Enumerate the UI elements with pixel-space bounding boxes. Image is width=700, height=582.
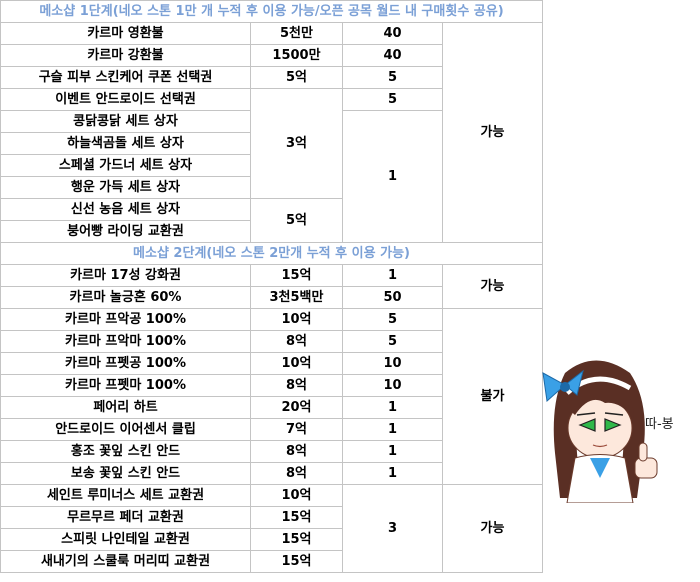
table-row: 이벤트 안드로이드 선택권 3억 5 bbox=[0, 88, 700, 199]
trade-cell: 가능 bbox=[441, 22, 544, 243]
table-row: 홍조 꽃잎 스킨 안드 8억 1 bbox=[0, 440, 700, 463]
table-row: 카르마 프악마 100% 8억 5 bbox=[0, 330, 700, 353]
item-name: 구슬 피부 스킨케어 쿠폰 선택권 bbox=[0, 66, 251, 89]
item-limit: 1 bbox=[342, 264, 443, 287]
item-price: 15억 bbox=[250, 506, 343, 529]
table-row: 세인트 루미너스 세트 교환권 10억 3 가능 bbox=[0, 484, 700, 573]
item-price: 7억 bbox=[250, 418, 343, 441]
item-price: 8억 bbox=[250, 330, 343, 353]
section2-header-row: 메소샵 2단계(네오 스톤 2만개 누적 후 이용 가능) bbox=[0, 242, 700, 265]
item-name: 하늘색곰돌 세트 상자 bbox=[0, 132, 251, 155]
item-limit: 40 bbox=[342, 22, 443, 45]
item-name: 스피릿 나인테일 교환권 bbox=[0, 528, 251, 551]
table-row: 카르마 강환불 1500만 40 bbox=[0, 44, 700, 67]
item-price: 1500만 bbox=[250, 44, 343, 67]
item-limit: 10 bbox=[342, 352, 443, 375]
item-price: 15억 bbox=[250, 264, 343, 287]
item-limit-merged: 3 bbox=[342, 484, 443, 573]
item-name: 카르마 영환불 bbox=[0, 22, 251, 45]
item-limit: 1 bbox=[342, 418, 443, 441]
item-name: 행운 가득 세트 상자 bbox=[0, 176, 251, 199]
item-limit: 40 bbox=[342, 44, 443, 67]
item-name: 세인트 루미너스 세트 교환권 bbox=[0, 484, 251, 507]
item-name: 카르마 17성 강화권 bbox=[0, 264, 251, 287]
item-name: 스페셜 가드너 세트 상자 bbox=[0, 154, 251, 177]
item-price: 15억 bbox=[250, 528, 343, 551]
item-name: 카르마 프악공 100% bbox=[0, 308, 251, 331]
table-row: 카르마 17성 강화권 15억 1 가능 bbox=[0, 264, 700, 309]
table-row: 신선 농음 세트 상자 5억 bbox=[0, 198, 700, 243]
item-limit: 1 bbox=[342, 440, 443, 463]
table-row: 콩닭콩닭 세트 상자 1 bbox=[0, 110, 700, 243]
item-price: 10억 bbox=[250, 352, 343, 375]
table-row: 새내기의 스쿨룩 머리띠 교환권 15억 bbox=[0, 550, 700, 573]
item-name: 새내기의 스쿨룩 머리띠 교환권 bbox=[0, 550, 251, 573]
mascot-illustration: 따-봉 bbox=[542, 360, 674, 503]
item-name: 카르마 프악마 100% bbox=[0, 330, 251, 353]
item-price: 8억 bbox=[250, 462, 343, 485]
item-name: 카르마 강환불 bbox=[0, 44, 251, 67]
item-limit: 10 bbox=[342, 374, 443, 397]
item-name: 신선 농음 세트 상자 bbox=[0, 198, 251, 221]
table-row: 스피릿 나인테일 교환권 15억 bbox=[0, 528, 700, 551]
item-name: 홍조 꽃잎 스킨 안드 bbox=[0, 440, 251, 463]
item-name: 카르마 프펫공 100% bbox=[0, 352, 251, 375]
item-price-merged: 5억 bbox=[250, 198, 343, 243]
table-row: 카르마 놀긍혼 60% 3천5백만 50 bbox=[0, 286, 700, 309]
table-row: 무르무르 페더 교환권 15억 bbox=[0, 506, 700, 529]
item-name: 붕어빵 라이딩 교환권 bbox=[0, 220, 251, 243]
item-price: 8억 bbox=[250, 440, 343, 463]
table-row: 붕어빵 라이딩 교환권 bbox=[0, 220, 700, 243]
trade-cell: 불가 bbox=[441, 308, 544, 485]
table-row: 카르마 프펫공 100% 10억 10 bbox=[0, 352, 700, 375]
table-row: 구슬 피부 스킨케어 쿠폰 선택권 5억 5 bbox=[0, 66, 700, 89]
item-price: 10억 bbox=[250, 308, 343, 331]
mascot-speech: 따-봉 bbox=[645, 417, 674, 432]
item-limit-merged: 1 bbox=[342, 110, 443, 243]
item-name: 카르마 놀긍혼 60% bbox=[0, 286, 251, 309]
table-row: 안드로이드 이어센서 클립 7억 1 bbox=[0, 418, 700, 441]
item-name: 콩닭콩닭 세트 상자 bbox=[0, 110, 251, 133]
trade-cell: 가능 bbox=[441, 484, 544, 573]
table-row: 카르마 영환불 5천만 40 가능 bbox=[0, 22, 700, 243]
section1-title: 메소샵 1단계(네오 스톤 1만 개 누적 후 이용 가능/오픈 공목 월드 내… bbox=[39, 4, 504, 19]
item-price-merged: 3억 bbox=[250, 88, 343, 199]
trade-cell: 가능 bbox=[441, 264, 544, 309]
item-price: 5천만 bbox=[250, 22, 343, 45]
item-name: 이벤트 안드로이드 선택권 bbox=[0, 88, 251, 111]
section1-header-row: 메소샵 1단계(네오 스톤 1만 개 누적 후 이용 가능/오픈 공목 월드 내… bbox=[0, 0, 700, 23]
section2-title: 메소샵 2단계(네오 스톤 2만개 누적 후 이용 가능) bbox=[133, 246, 410, 261]
item-limit: 50 bbox=[342, 286, 443, 309]
item-limit: 5 bbox=[342, 88, 443, 111]
item-name: 페어리 하트 bbox=[0, 396, 251, 419]
item-limit: 5 bbox=[342, 66, 443, 89]
item-price: 8억 bbox=[250, 374, 343, 397]
item-price: 3천5백만 bbox=[250, 286, 343, 309]
item-name: 무르무르 페더 교환권 bbox=[0, 506, 251, 529]
item-limit: 1 bbox=[342, 396, 443, 419]
item-name: 보송 꽃잎 스킨 안드 bbox=[0, 462, 251, 485]
item-name: 카르마 프펫마 100% bbox=[0, 374, 251, 397]
item-limit: 5 bbox=[342, 330, 443, 353]
item-price: 20억 bbox=[250, 396, 343, 419]
item-name: 안드로이드 이어센서 클립 bbox=[0, 418, 251, 441]
section1-title-cell: 메소샵 1단계(네오 스톤 1만 개 누적 후 이용 가능/오픈 공목 월드 내… bbox=[0, 0, 544, 23]
item-limit: 5 bbox=[342, 308, 443, 331]
item-price: 15억 bbox=[250, 550, 343, 573]
table-row: 보송 꽃잎 스킨 안드 8억 1 bbox=[0, 462, 700, 485]
section2-title-cell: 메소샵 2단계(네오 스톤 2만개 누적 후 이용 가능) bbox=[0, 242, 544, 265]
item-limit: 1 bbox=[342, 462, 443, 485]
item-price: 10억 bbox=[250, 484, 343, 507]
item-price: 5억 bbox=[250, 66, 343, 89]
table-row: 카르마 프악공 100% 10억 5 불가 bbox=[0, 308, 700, 485]
